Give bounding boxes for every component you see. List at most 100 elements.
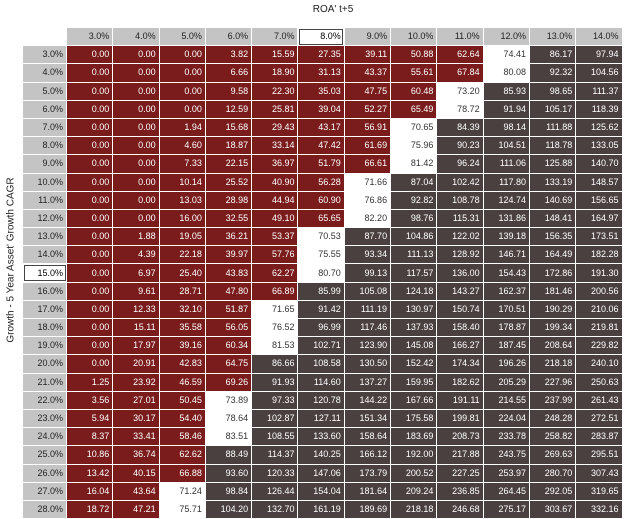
value-cell[interactable]: 173.79 [343,463,392,483]
value-cell[interactable]: 27.01 [112,390,160,410]
value-cell[interactable]: 0.00 [65,354,114,374]
value-cell[interactable]: 75.55 [297,245,345,265]
value-cell[interactable]: 124.18 [390,281,438,301]
value-cell[interactable]: 29.43 [251,117,299,138]
value-cell[interactable]: 1.88 [112,227,160,247]
value-cell[interactable]: 199.34 [528,317,577,338]
row-header[interactable]: 12.0% [22,208,67,229]
value-cell[interactable]: 229.82 [575,336,623,356]
value-cell[interactable]: 125.88 [528,154,577,174]
value-cell[interactable]: 0.00 [65,81,114,101]
value-cell[interactable]: 303.67 [528,499,577,519]
value-cell[interactable]: 78.64 [204,408,253,429]
value-cell[interactable]: 19.05 [158,227,206,247]
value-cell[interactable]: 6.66 [204,63,253,83]
value-cell[interactable]: 80.70 [297,263,345,283]
value-cell[interactable]: 143.27 [436,281,484,301]
value-cell[interactable]: 118.39 [575,99,623,119]
value-cell[interactable]: 191.30 [575,263,623,283]
value-cell[interactable]: 122.02 [436,227,484,247]
value-cell[interactable]: 137.93 [390,317,438,338]
value-cell[interactable]: 200.56 [575,281,623,301]
value-cell[interactable]: 9.58 [204,81,253,101]
column-header[interactable]: 6.0% [204,26,253,47]
value-cell[interactable]: 250.63 [575,372,623,392]
value-cell[interactable]: 189.69 [343,499,392,519]
value-cell[interactable]: 33.14 [251,136,299,156]
value-cell[interactable]: 192.00 [390,445,438,465]
value-cell[interactable]: 154.04 [297,481,345,501]
value-cell[interactable]: 224.04 [482,408,530,429]
column-header[interactable]: 3.0% [65,26,114,47]
value-cell[interactable]: 0.00 [158,99,206,119]
value-cell[interactable]: 7.33 [158,154,206,174]
value-cell[interactable]: 43.83 [204,263,253,283]
value-cell[interactable]: 91.93 [251,372,299,392]
value-cell[interactable]: 156.65 [575,190,623,210]
value-cell[interactable]: 76.52 [251,317,299,338]
value-cell[interactable]: 123.90 [343,336,392,356]
value-cell[interactable]: 81.53 [251,336,299,356]
value-cell[interactable]: 50.45 [158,390,206,410]
value-cell[interactable]: 200.52 [390,463,438,483]
value-cell[interactable]: 0.00 [65,336,114,356]
value-cell[interactable]: 0.00 [65,317,114,338]
row-header[interactable]: 22.0% [22,390,67,410]
value-cell[interactable]: 65.65 [297,208,345,229]
row-header[interactable]: 18.0% [22,317,67,338]
value-cell[interactable]: 52.27 [343,99,392,119]
value-cell[interactable]: 73.89 [204,390,253,410]
value-cell[interactable]: 90.23 [436,136,484,156]
value-cell[interactable]: 62.64 [436,45,484,65]
value-cell[interactable]: 136.00 [436,263,484,283]
value-cell[interactable]: 56.91 [343,117,392,138]
value-cell[interactable]: 22.30 [251,81,299,101]
row-header[interactable]: 13.0% [22,227,67,247]
value-cell[interactable]: 0.00 [112,99,160,119]
value-cell[interactable]: 128.92 [436,245,484,265]
value-cell[interactable]: 50.88 [390,45,438,65]
value-cell[interactable]: 64.75 [204,354,253,374]
value-cell[interactable]: 39.16 [158,336,206,356]
value-cell[interactable]: 40.90 [251,172,299,192]
value-cell[interactable]: 151.34 [343,408,392,429]
row-header[interactable]: 6.0% [22,99,67,119]
value-cell[interactable]: 117.80 [482,172,530,192]
value-cell[interactable]: 209.24 [390,481,438,501]
value-cell[interactable]: 23.92 [112,372,160,392]
value-cell[interactable]: 76.86 [343,190,392,210]
value-cell[interactable]: 295.51 [575,445,623,465]
value-cell[interactable]: 66.61 [343,154,392,174]
value-cell[interactable]: 74.41 [482,45,530,65]
value-cell[interactable]: 4.60 [158,136,206,156]
value-cell[interactable]: 164.49 [528,245,577,265]
row-header[interactable]: 3.0% [22,45,67,65]
value-cell[interactable]: 15.68 [204,117,253,138]
value-cell[interactable]: 127.11 [297,408,345,429]
value-cell[interactable]: 43.37 [343,63,392,83]
value-cell[interactable]: 148.41 [528,208,577,229]
value-cell[interactable]: 174.34 [436,354,484,374]
value-cell[interactable]: 91.42 [297,299,345,320]
row-header[interactable]: 15.0% [22,263,67,283]
value-cell[interactable]: 243.75 [482,445,530,465]
value-cell[interactable]: 125.62 [575,117,623,138]
value-cell[interactable]: 283.87 [575,427,623,447]
value-cell[interactable]: 5.94 [65,408,114,429]
value-cell[interactable]: 0.00 [65,227,114,247]
value-cell[interactable]: 44.94 [251,190,299,210]
value-cell[interactable]: 114.60 [297,372,345,392]
value-cell[interactable]: 0.00 [65,117,114,138]
value-cell[interactable]: 162.37 [482,281,530,301]
value-cell[interactable]: 181.46 [528,281,577,301]
value-cell[interactable]: 84.39 [436,117,484,138]
value-cell[interactable]: 240.10 [575,354,623,374]
value-cell[interactable]: 8.37 [65,427,114,447]
value-cell[interactable]: 92.82 [390,190,438,210]
value-cell[interactable]: 199.81 [436,408,484,429]
value-cell[interactable]: 73.20 [436,81,484,101]
row-header[interactable]: 9.0% [22,154,67,174]
value-cell[interactable]: 33.41 [112,427,160,447]
value-cell[interactable]: 154.43 [482,263,530,283]
value-cell[interactable]: 0.00 [65,154,114,174]
